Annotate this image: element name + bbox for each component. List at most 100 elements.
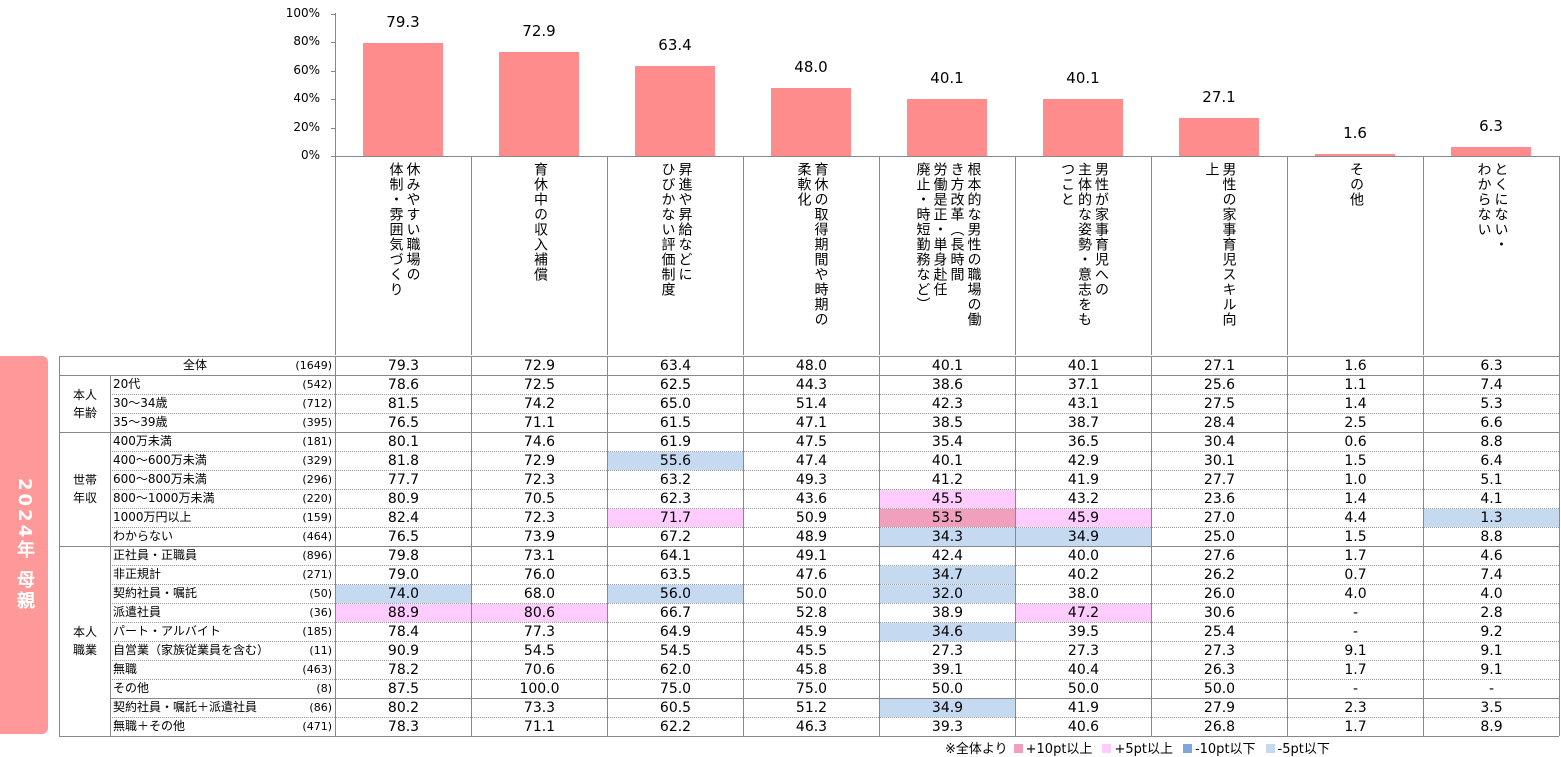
y-tick-label: 80% <box>293 34 320 49</box>
bar <box>635 65 715 156</box>
table-cell: 43.6 <box>795 491 828 507</box>
legend-label: -5pt以下 <box>1277 742 1330 757</box>
table-cell: 71.1 <box>523 415 556 431</box>
table-cell: 46.3 <box>795 719 828 735</box>
legend-item: -5pt以下 <box>1265 738 1330 757</box>
table-cell: - <box>1352 624 1359 640</box>
table-cell: 44.3 <box>795 377 828 393</box>
table-cell: 4.6 <box>1480 548 1503 564</box>
bar <box>771 87 851 156</box>
table-cell: 27.1 <box>1203 358 1236 374</box>
table-cell: 28.4 <box>1203 415 1236 431</box>
category-header: 育休の取得期間や時期の 柔軟化 <box>743 156 879 355</box>
row-count: (36) <box>309 606 332 619</box>
row-count: (185) <box>302 625 332 638</box>
table-cell: 43.1 <box>1067 396 1100 412</box>
category-label-line: き方改革（長時間 <box>948 162 965 282</box>
y-tick-mark <box>331 127 335 129</box>
y-tick-label: 100% <box>285 6 320 20</box>
row-count: (329) <box>302 454 332 467</box>
table-cell: 73.3 <box>523 700 556 716</box>
table-cell: 47.4 <box>795 453 828 469</box>
table-cell: 39.5 <box>1067 624 1100 640</box>
column-divider <box>1559 356 1560 736</box>
table-cell: 1.5 <box>1344 529 1367 545</box>
table-cell: 9.1 <box>1480 662 1503 678</box>
table-cell: 64.9 <box>659 624 692 640</box>
table-cell: 39.3 <box>931 719 964 735</box>
table-cell: 74.2 <box>523 396 556 412</box>
table-cell: 42.9 <box>1067 453 1100 469</box>
category-label-line: 男性の家事育児スキル向 <box>1220 162 1237 327</box>
row-count: (463) <box>302 663 332 676</box>
row-divider <box>59 546 1559 547</box>
table-cell: 1.5 <box>1344 453 1367 469</box>
category-label-line: その他 <box>1348 162 1364 207</box>
table-cell: 53.5 <box>880 509 1015 527</box>
table-cell: 9.1 <box>1344 643 1367 659</box>
table-cell: 79.3 <box>387 358 420 374</box>
legend-label: +10pt以上 <box>1025 742 1093 757</box>
category-label-line: 柔軟化 <box>795 162 812 207</box>
table-cell: 45.5 <box>880 490 1015 508</box>
category-label: 育休の取得期間や時期の 柔軟化 <box>795 156 829 352</box>
table-cell: 45.5 <box>795 643 828 659</box>
category-header: 男性が家事育児への 主体的な姿勢・意志をも つこと <box>1015 156 1151 355</box>
category-header: 男性の家事育児スキル向上 <box>1151 156 1287 355</box>
row-divider <box>59 432 1559 433</box>
table-cell: 34.3 <box>880 528 1015 546</box>
table-cell: 23.6 <box>1203 491 1236 507</box>
table-cell: 6.4 <box>1480 453 1503 469</box>
table-cell: 2.3 <box>1344 700 1367 716</box>
legend-swatch <box>1102 744 1112 753</box>
category-label: 育休中の収入補償 <box>531 156 548 352</box>
table-cell: 64.1 <box>659 548 692 564</box>
table-cell: 47.2 <box>1016 604 1151 622</box>
category-label-line: 根本的な男性の職場の働 <box>965 162 982 327</box>
category-label-line: 男性が家事育児への <box>1093 162 1109 297</box>
y-tick-mark <box>331 156 335 157</box>
table-cell: 25.6 <box>1203 377 1236 393</box>
table-cell: 8.8 <box>1480 529 1503 545</box>
row-label: 600～800万未満 <box>113 472 207 486</box>
table-cell: 1.0 <box>1344 472 1367 488</box>
table-cell: 27.5 <box>1203 396 1236 412</box>
table-cell: 38.6 <box>931 377 964 393</box>
table-cell: 26.2 <box>1203 567 1236 583</box>
category-label-line: 廃止・時短勤務など） <box>914 162 931 312</box>
column-divider <box>743 356 744 736</box>
row-count: (464) <box>302 530 332 543</box>
table-cell: 1.4 <box>1344 491 1367 507</box>
table-cell: 75.0 <box>795 681 828 697</box>
table-cell: 27.7 <box>1203 472 1236 488</box>
y-tick-mark <box>331 70 335 72</box>
table-cell: 45.8 <box>795 662 828 678</box>
table-cell: 55.6 <box>608 452 743 470</box>
table-cell: 7.4 <box>1480 567 1503 583</box>
table-cell: 1.7 <box>1344 662 1367 678</box>
row-label: 1000万円以上 <box>113 510 192 524</box>
category-label-line: 昇進や昇給などに <box>676 162 693 282</box>
category-label-line: わからない <box>1475 162 1492 237</box>
table-cell: 63.5 <box>659 567 692 583</box>
bar <box>1179 117 1259 156</box>
table-cell: 0.6 <box>1344 434 1367 450</box>
table-cell: 67.2 <box>659 529 692 545</box>
table-cell: 5.3 <box>1480 396 1503 412</box>
column-divider <box>1151 356 1152 736</box>
table-cell: 4.0 <box>1480 586 1503 602</box>
table-cell: 26.3 <box>1203 662 1236 678</box>
row-divider <box>110 527 1559 528</box>
row-label: 400万未満 <box>113 434 172 448</box>
table-cell: 81.5 <box>387 396 420 412</box>
row-divider <box>110 394 1559 395</box>
table-cell: 4.4 <box>1344 510 1367 526</box>
table-cell: 78.4 <box>387 624 420 640</box>
category-label-line: つこと <box>1059 162 1075 207</box>
category-label-line: 育休中の収入補償 <box>532 162 548 282</box>
table-cell: 72.3 <box>523 472 556 488</box>
table-cell: 1.3 <box>1424 509 1559 527</box>
table-cell: 41.9 <box>1067 700 1100 716</box>
table-cell: 76.5 <box>387 415 420 431</box>
y-tick-label: 60% <box>293 62 320 77</box>
